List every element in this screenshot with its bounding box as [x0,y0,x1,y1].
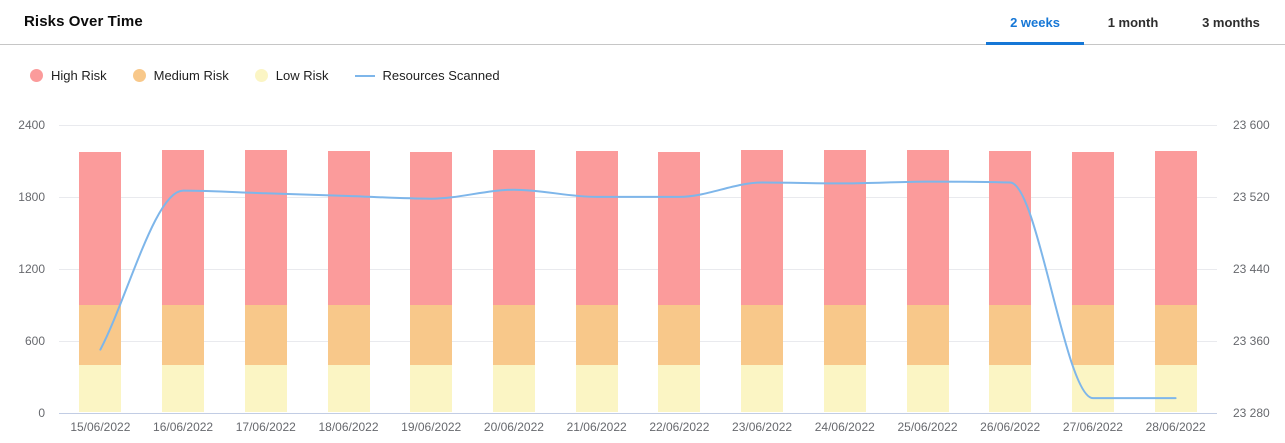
bar-segment-low-risk[interactable] [575,364,618,413]
bar-segment-medium-risk[interactable] [410,304,453,365]
legend-item-label: Resources Scanned [382,68,500,83]
legend-dot-icon [254,69,268,82]
bar-segment-low-risk[interactable] [741,364,784,413]
gridline [59,268,1217,270]
bar-segment-high-risk[interactable] [823,150,866,305]
x-axis-date-label: 15/06/2022 [70,420,131,434]
bar-segment-medium-risk[interactable] [906,304,949,365]
legend-item-label: Low Risk [275,68,329,83]
bar-segment-low-risk[interactable] [989,364,1032,413]
legend-item-medium-risk[interactable]: Medium Risk [132,68,229,83]
gridline [59,125,1217,126]
legend-item-high-risk[interactable]: High Risk [30,68,107,83]
bar-segment-high-risk[interactable] [410,151,453,305]
x-axis-date-label: 16/06/2022 [153,420,214,434]
x-axis-date-label: 21/06/2022 [566,420,627,434]
bar-segment-low-risk[interactable] [162,364,205,413]
bar-segment-high-risk[interactable] [79,151,122,305]
bar-segment-medium-risk[interactable] [327,304,370,365]
bar-segment-medium-risk[interactable] [1071,304,1114,365]
bar-segment-low-risk[interactable] [244,364,287,413]
x-axis-date-label: 20/06/2022 [483,420,544,434]
x-axis-date-label: 27/06/2022 [1062,420,1123,434]
bar-segment-medium-risk[interactable] [79,304,122,365]
bar-segment-medium-risk[interactable] [658,304,701,365]
x-axis-date-label: 23/06/2022 [732,420,793,434]
right-axis-tick-label: 23 280 [1233,405,1270,420]
x-axis-date-label: 22/06/2022 [649,420,710,434]
tab-3-months[interactable]: 3 months [1202,15,1260,30]
right-axis-tick-label: 23 600 [1233,118,1270,132]
x-axis-line [59,412,1217,414]
bar-segment-medium-risk[interactable] [1154,304,1197,365]
x-axis-date-label: 18/06/2022 [318,420,379,434]
bar-segment-medium-risk[interactable] [492,304,535,365]
legend-dot-icon [132,69,146,82]
right-axis-tick-label: 23 520 [1233,189,1270,204]
bar-segment-high-risk[interactable] [989,151,1032,305]
x-axis-date-label: 26/06/2022 [980,420,1041,434]
bar-segment-low-risk[interactable] [1154,364,1197,413]
left-axis-tick-label: 2400 [18,118,45,132]
chart-legend: High Risk Medium Risk Low Risk Resources Sc… [30,68,500,83]
legend-dot-icon [30,69,43,82]
x-axis-date-label: 19/06/2022 [401,420,462,434]
bar-segment-high-risk[interactable] [741,150,784,305]
bar-segment-medium-risk[interactable] [162,304,205,365]
legend-item-label: High Risk [51,68,107,83]
left-axis-tick-label: 1800 [18,189,45,204]
bar-segment-high-risk[interactable] [658,151,701,305]
bar-segment-high-risk[interactable] [1154,151,1197,305]
right-axis-tick-label: 23 440 [1233,261,1270,276]
bar-segment-low-risk[interactable] [492,364,535,413]
right-axis-tick-label: 23 360 [1233,333,1270,348]
bar-segment-high-risk[interactable] [327,151,370,305]
bar-segment-low-risk[interactable] [327,364,370,413]
bar-segment-low-risk[interactable] [79,364,122,413]
legend-item-label: Medium Risk [153,68,229,83]
widget-header: Risks Over Time 2 weeks 1 month 3 months [0,0,1285,45]
bar-segment-low-risk[interactable] [823,364,866,413]
legend-line-marker-icon [354,74,375,77]
x-axis-date-label: 28/06/2022 [1145,420,1206,434]
bar-segment-low-risk[interactable] [906,364,949,413]
bar-segment-high-risk[interactable] [244,149,287,305]
bar-segment-high-risk[interactable] [492,150,535,305]
tab-1-month[interactable]: 1 month [1107,15,1159,30]
left-axis-tick-label: 1200 [18,261,45,276]
bar-segment-high-risk[interactable] [162,149,205,305]
bar-segment-low-risk[interactable] [410,364,453,413]
gridline [59,340,1217,342]
bar-segment-high-risk[interactable] [1071,151,1114,305]
bar-segment-medium-risk[interactable] [244,304,287,365]
x-axis-date-label: 25/06/2022 [897,420,958,434]
time-range-tabs: 2 weeks 1 month 3 months [986,0,1280,45]
bar-segment-high-risk[interactable] [906,150,949,305]
legend-item-resources-scanned[interactable]: Resources Scanned [354,68,500,83]
gridline [59,196,1217,198]
bar-segment-low-risk[interactable] [658,364,701,413]
left-axis-tick-label: 0 [38,405,45,420]
x-axis-date-label: 24/06/2022 [814,420,875,434]
bar-segment-medium-risk[interactable] [989,304,1032,365]
bar-segment-medium-risk[interactable] [823,304,866,365]
bar-segment-low-risk[interactable] [1071,364,1114,413]
bar-segment-medium-risk[interactable] [741,304,784,365]
x-axis-date-label: 17/06/2022 [235,420,296,434]
bar-segment-medium-risk[interactable] [575,304,618,365]
left-axis-tick-label: 600 [24,333,45,348]
legend-item-low-risk[interactable]: Low Risk [254,68,329,83]
bar-segment-high-risk[interactable] [575,151,618,305]
tab-2-weeks[interactable]: 2 weeks [986,0,1084,45]
page-title: Risks Over Time [24,13,143,30]
